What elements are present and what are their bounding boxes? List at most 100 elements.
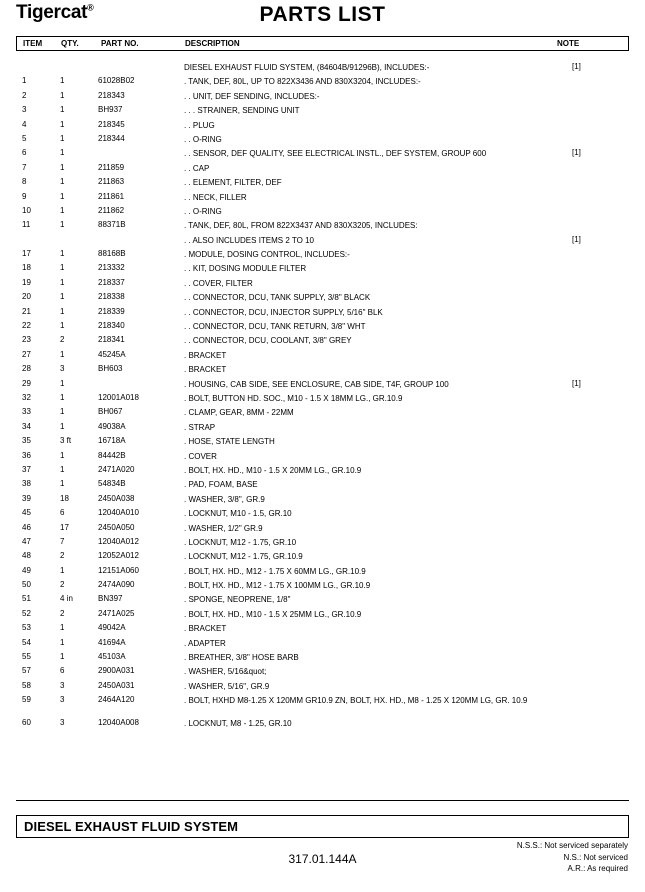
cell-part-no: 88168B [98, 249, 126, 259]
table-row: 4 1 218345 . . PLUG [16, 120, 629, 134]
cell-qty: 1 [60, 637, 65, 647]
cell-item: 58 [22, 680, 31, 690]
cell-item: 7 [22, 162, 27, 172]
cell-item: 52 [22, 608, 31, 618]
table-row: 34 1 49038A . STRAP [16, 422, 629, 436]
cell-description: . MODULE, DOSING CONTROL, INCLUDES:- [184, 250, 350, 260]
cell-part-no: 61028B02 [98, 76, 135, 86]
page-header: Tigercat® PARTS LIST [0, 0, 645, 32]
cell-qty: 1 [60, 378, 65, 388]
cell-description: . TANK, DEF, 80L, UP TO 822X3436 AND 830… [184, 77, 421, 87]
cell-item: 23 [22, 335, 31, 345]
cell-description: . SPONGE, NEOPRENE, 1/8" [184, 595, 291, 605]
cell-description: . BOLT, HX. HD., M10 - 1.5 X 25MM LG., G… [184, 609, 362, 619]
cell-description: . . COVER, FILTER [184, 278, 253, 288]
cell-description: . . O-RING [184, 134, 222, 144]
table-row: 46 17 2450A050 . WASHER, 1/2" GR.9 [16, 523, 629, 537]
table-row: 37 1 2471A020 . BOLT, HX. HD., M10 - 1.5 X … [16, 465, 629, 479]
cell-item: 19 [22, 277, 31, 287]
table-row: 48 2 12052A012 . LOCKNUT, M12 - 1.75, GR.10… [16, 551, 629, 565]
cell-part-no: 2450A038 [98, 493, 135, 503]
table-row: 6 1 . . SENSOR, DEF QUALITY, SEE ELECTRICA… [16, 148, 629, 162]
cell-part-no: 12040A012 [98, 536, 139, 546]
table-row: 8 1 211863 . . ELEMENT, FILTER, DEF [16, 177, 629, 191]
cell-description: . LOCKNUT, M12 - 1.75, GR.10 [184, 537, 297, 547]
cell-qty: 1 [60, 263, 65, 273]
cell-qty: 1 [60, 292, 65, 302]
cell-qty: 18 [60, 493, 69, 503]
cell-part-no: 211861 [98, 191, 125, 201]
cell-description: . . CONNECTOR, DCU, COOLANT, 3/8" GREY [184, 336, 352, 346]
table-row: 28 3 BH603 . BRACKET [16, 364, 629, 378]
cell-item: 38 [22, 479, 31, 489]
cell-item: 6 [22, 148, 27, 158]
cell-qty: 4 in [60, 594, 73, 604]
cell-item: 51 [22, 594, 31, 604]
table-row: 57 6 2900A031 . WASHER, 5/16&quot; [16, 666, 629, 680]
cell-item: 17 [22, 249, 31, 259]
cell-item: 20 [22, 292, 31, 302]
cell-part-no: 2474A090 [98, 580, 135, 590]
cell-item: 9 [22, 191, 27, 201]
table-row: DIESEL EXHAUST FLUID SYSTEM, (84604B/912… [16, 62, 629, 76]
cell-part-no: 16718A [98, 436, 126, 446]
cell-description: . TANK, DEF, 80L, FROM 822X3437 AND 830X… [184, 221, 418, 231]
cell-item: 59 [22, 695, 31, 705]
cell-part-no: 12001A018 [98, 392, 139, 402]
cell-part-no: 218339 [98, 306, 125, 316]
table-row: 32 1 12001A018 . BOLT, BUTTON HD. SOC., M10… [16, 393, 629, 407]
cell-item: 39 [22, 493, 31, 503]
cell-description: . . ALSO INCLUDES ITEMS 2 TO 10 [184, 235, 314, 245]
cell-description: . BRACKET [184, 624, 227, 634]
cell-part-no: 12040A010 [98, 508, 139, 518]
table-row: 2 1 218343 . . UNIT, DEF SENDING, INCLUDES:… [16, 91, 629, 105]
table-row: 18 1 213332 . . KIT, DOSING MODULE FILTER [16, 263, 629, 277]
cell-part-no: 218340 [98, 321, 125, 331]
cell-item: 28 [22, 364, 31, 374]
cell-part-no: 84442B [98, 450, 126, 460]
cell-description: . WASHER, 3/8", GR.9 [184, 494, 265, 504]
cell-item: 60 [22, 718, 31, 728]
cell-qty: 1 [60, 277, 65, 287]
cell-part-no: BH067 [98, 407, 123, 417]
brand-logo: Tigercat® [16, 2, 94, 24]
cell-item: 33 [22, 407, 31, 417]
legend-line: A.R.: As required [567, 864, 628, 873]
cell-part-no: 49038A [98, 421, 126, 431]
table-row: 9 1 211861 . . NECK, FILLER [16, 192, 629, 206]
brand-name: Tigercat [16, 2, 88, 23]
cell-note: [1] [572, 234, 581, 244]
cell-qty: 1 [60, 623, 65, 633]
cell-part-no: 218341 [98, 335, 125, 345]
table-row: 3 1 BH937 . . . STRAINER, SENDING UNIT [16, 105, 629, 119]
cell-qty: 1 [60, 119, 65, 129]
cell-qty: 2 [60, 551, 65, 561]
cell-item: 1 [22, 76, 27, 86]
table-row: 29 1 . HOUSING, CAB SIDE, SEE ENCLOSURE, C… [16, 379, 629, 393]
column-header-qty: QTY. [61, 39, 79, 48]
table-row: 11 1 88371B. TANK, DEF, 80L, FROM 822X3437… [16, 220, 629, 234]
cell-item: 34 [22, 421, 31, 431]
cell-qty: 1 [60, 133, 65, 143]
cell-qty: 1 [60, 220, 65, 230]
cell-description: . . CONNECTOR, DCU, INJECTOR SUPPLY, 5/1… [184, 307, 383, 317]
cell-description: . WASHER, 1/2" GR.9 [184, 523, 263, 533]
cell-qty: 1 [60, 249, 65, 259]
cell-qty: 1 [60, 565, 65, 575]
cell-description: . LOCKNUT, M12 - 1.75, GR.10.9 [184, 552, 303, 562]
system-title-box: DIESEL EXHAUST FLUID SYSTEM [16, 815, 629, 838]
cell-description: . COVER [184, 451, 217, 461]
cell-item: 27 [22, 349, 31, 359]
cell-qty: 6 [60, 508, 65, 518]
table-row: 10 1 211862 . . O-RING [16, 206, 629, 220]
cell-part-no: BH937 [98, 105, 123, 115]
cell-item: 3 [22, 105, 27, 115]
table-row: 45 6 12040A010 . LOCKNUT, M10 - 1.5, GR.10 [16, 508, 629, 522]
footer-divider [16, 800, 629, 801]
table-row: 23 2 218341 . . CONNECTOR, DCU, COOLANT, 3/… [16, 335, 629, 349]
table-row: 35 3 ft 16718A . HOSE, STATE LENGTH [16, 436, 629, 450]
cell-qty: 1 [60, 464, 65, 474]
table-row: 19 1 218337 . . COVER, FILTER [16, 278, 629, 292]
cell-qty: 1 [60, 205, 65, 215]
table-row: 52 2 2471A025 . BOLT, HX. HD., M10 - 1.5 X … [16, 609, 629, 623]
